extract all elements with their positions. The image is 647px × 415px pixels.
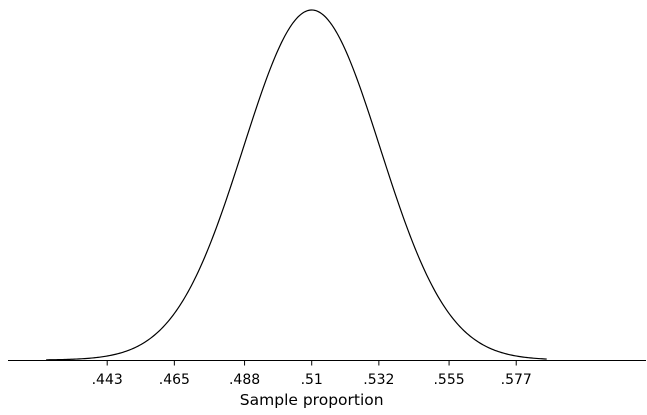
x-tick-label: .577 (501, 372, 532, 388)
x-tick-label: .51 (301, 372, 323, 388)
x-axis-ticks: .443 .465 .488 .51 .532 .555 .577 (92, 360, 532, 388)
x-tick-label: .488 (229, 372, 260, 388)
x-axis-title: Sample proportion (240, 391, 384, 409)
x-tick-label: .532 (363, 372, 394, 388)
x-tick-label: .555 (433, 372, 464, 388)
x-tick-label: .443 (92, 372, 123, 388)
density-curve (46, 9, 547, 361)
x-tick-label: .465 (159, 372, 190, 388)
